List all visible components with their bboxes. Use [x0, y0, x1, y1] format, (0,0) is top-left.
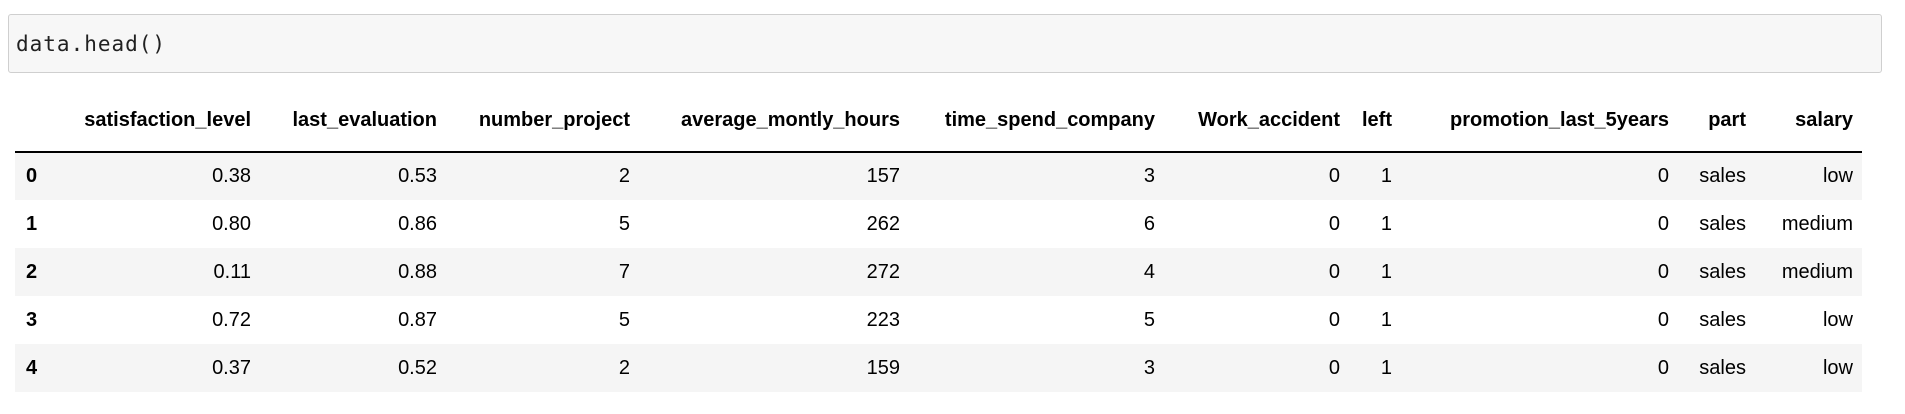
table-cell: sales [1699, 212, 1746, 235]
table-cell: 0 [1328, 356, 1340, 379]
table-cell: low [1822, 308, 1853, 331]
table-cell: 0.52 [398, 356, 437, 379]
table-cell: 5 [618, 212, 630, 235]
table-cell: 157 [866, 165, 900, 187]
column-header: number_project [446, 90, 639, 153]
table-cell: 0 [1657, 356, 1669, 379]
code-text: data.head() [16, 31, 167, 56]
table-cell: sales [1699, 308, 1746, 331]
table-cell: 0 [1328, 308, 1340, 331]
table-cell: 0 [1328, 260, 1340, 283]
table-row: 3 0.72 0.87 5 223 5 0 1 0 sales low [15, 296, 1862, 344]
table-cell: 2 [618, 165, 630, 187]
table-cell: 0 [1657, 212, 1669, 235]
table-cell: medium [1781, 212, 1853, 235]
table-row: 4 0.37 0.52 2 159 3 0 1 0 sales low [15, 344, 1862, 392]
table-cell: 3 [1143, 165, 1155, 187]
row-index: 2 [26, 260, 38, 283]
table-cell: medium [1781, 260, 1853, 283]
header-row: satisfaction_level last_evaluation number_… [15, 90, 1862, 153]
table-cell: 0 [1328, 165, 1340, 187]
table-cell: sales [1699, 260, 1746, 283]
table-cell: 0.87 [398, 308, 437, 331]
table-cell: 1 [1380, 356, 1392, 379]
table-cell: 272 [866, 260, 900, 283]
table-cell: 0.38 [212, 165, 251, 187]
table-row: 0 0.38 0.53 2 157 3 0 1 0 sales low [15, 152, 1862, 200]
table-cell: 2 [618, 356, 630, 379]
column-header: average_montly_hours [639, 90, 909, 153]
row-index: 1 [26, 212, 38, 235]
table-cell: 1 [1380, 260, 1392, 283]
table-cell: 0.53 [398, 165, 437, 187]
table-cell: 159 [866, 356, 900, 379]
column-header: last_evaluation [260, 90, 446, 153]
table-cell: 0 [1657, 165, 1669, 187]
table-cell: 1 [1380, 212, 1392, 235]
row-index: 0 [26, 165, 38, 187]
column-header: salary [1755, 90, 1862, 153]
table-cell: 0.88 [398, 260, 437, 283]
column-header: promotion_last_5years [1401, 90, 1678, 153]
table-cell: 0.80 [212, 212, 251, 235]
table-cell: 1 [1380, 308, 1392, 331]
column-header: satisfaction_level [45, 90, 260, 153]
row-index: 3 [26, 308, 38, 331]
column-header: part [1678, 90, 1755, 153]
table-cell: 0.72 [212, 308, 251, 331]
table-cell: 223 [866, 308, 900, 331]
table-cell: 5 [1143, 308, 1155, 331]
table-cell: 0 [1657, 308, 1669, 331]
table-row: 1 0.80 0.86 5 262 6 0 1 0 sales medium [15, 200, 1862, 248]
table-cell: 0 [1328, 212, 1340, 235]
table-cell: 0.11 [213, 260, 251, 283]
code-input-cell[interactable]: data.head() [8, 14, 1882, 73]
table-cell: 5 [618, 308, 630, 331]
table-cell: 0.86 [398, 212, 437, 235]
table-cell: low [1822, 356, 1853, 379]
table-cell: 3 [1143, 356, 1155, 379]
table-row: 2 0.11 0.88 7 272 4 0 1 0 sales medium [15, 248, 1862, 296]
table-cell: sales [1699, 165, 1746, 187]
table-cell: 262 [866, 212, 900, 235]
table-cell: 0.37 [212, 356, 251, 379]
cell-output-area: satisfaction_level last_evaluation number_… [15, 90, 1862, 392]
table-cell: 6 [1143, 212, 1155, 235]
column-header: left [1349, 90, 1401, 153]
table-cell: sales [1699, 356, 1746, 379]
table-cell: 1 [1380, 165, 1392, 187]
table-cell: 7 [618, 260, 630, 283]
column-header: time_spend_company [909, 90, 1164, 153]
table-cell: 0 [1657, 260, 1669, 283]
dataframe: satisfaction_level last_evaluation number_… [15, 90, 1862, 392]
table-cell: 4 [1143, 260, 1155, 283]
row-index: 4 [26, 356, 38, 379]
index-corner-cell [15, 90, 45, 153]
table-cell: low [1822, 165, 1853, 187]
column-header: Work_accident [1164, 90, 1349, 153]
